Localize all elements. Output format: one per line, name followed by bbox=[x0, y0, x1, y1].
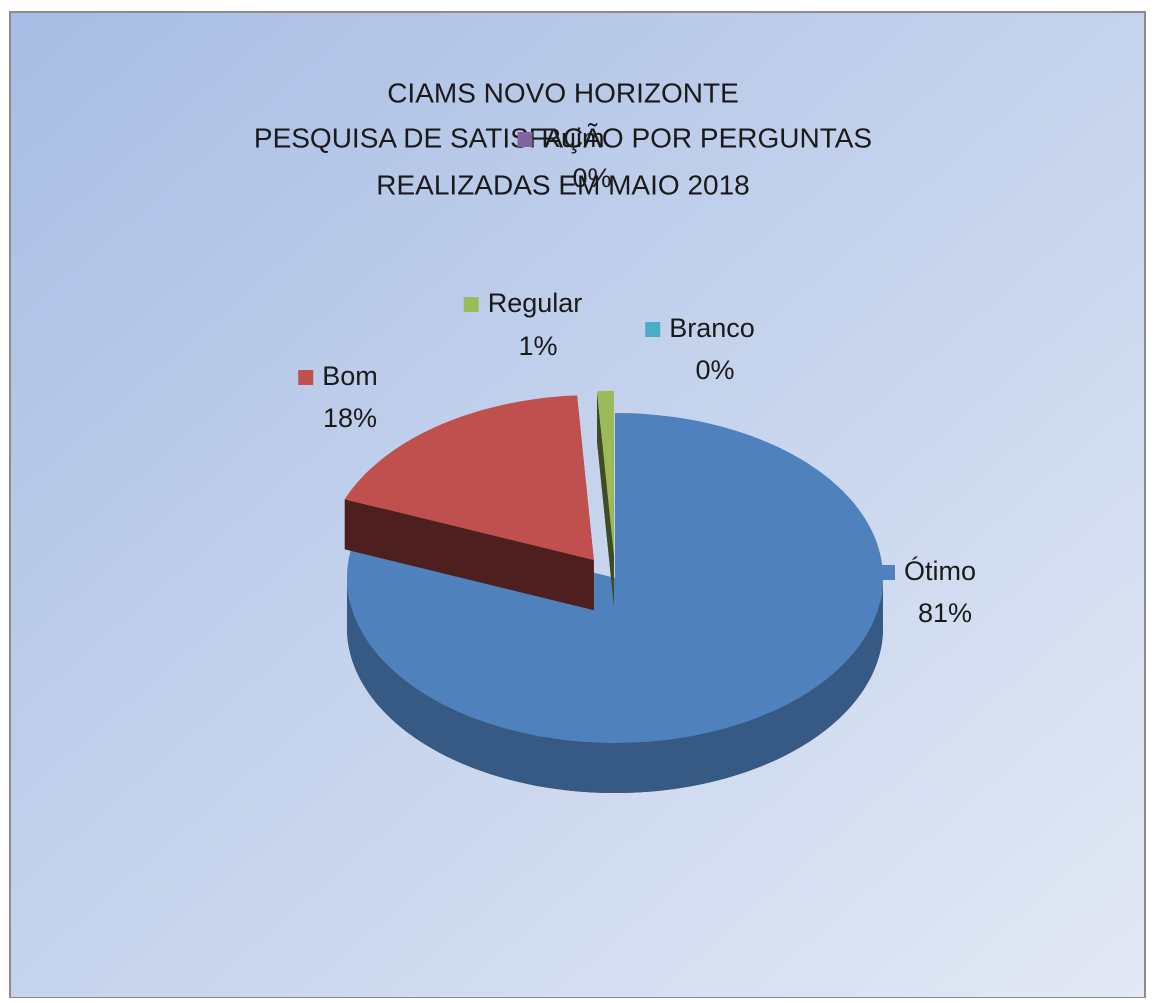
slice-label: Regular bbox=[488, 288, 583, 318]
slice-label: Ruim bbox=[541, 123, 604, 153]
legend-marker bbox=[517, 132, 533, 147]
pie-slice bbox=[347, 413, 883, 743]
chart-title: PESQUISA DE SATISFAÇÃO POR PERGUNTAS bbox=[254, 122, 872, 153]
chart-title: REALIZADAS EM MAIO 2018 bbox=[376, 169, 749, 200]
slice-label: Bom bbox=[322, 361, 378, 391]
pie-slice bbox=[344, 395, 594, 561]
pie-slice-side bbox=[347, 578, 883, 793]
chart-title: CIAMS NOVO HORIZONTE bbox=[387, 77, 739, 108]
slice-label: Ótimo bbox=[904, 555, 976, 586]
slice-value-label: 1% bbox=[518, 331, 557, 361]
slice-value-label: 81% bbox=[918, 598, 972, 628]
slice-value-label: 0% bbox=[572, 163, 611, 193]
pie-slice bbox=[597, 390, 614, 556]
slice-value-label: 0% bbox=[695, 355, 734, 385]
slice-value-label: 18% bbox=[323, 403, 377, 433]
legend-marker bbox=[879, 565, 895, 580]
legend-marker bbox=[463, 297, 479, 312]
pie-slice-edge bbox=[597, 391, 614, 606]
legend-marker bbox=[298, 370, 314, 385]
legend-marker bbox=[645, 322, 661, 337]
pie-slice-edge bbox=[344, 499, 594, 611]
slice-label: Branco bbox=[669, 313, 755, 343]
